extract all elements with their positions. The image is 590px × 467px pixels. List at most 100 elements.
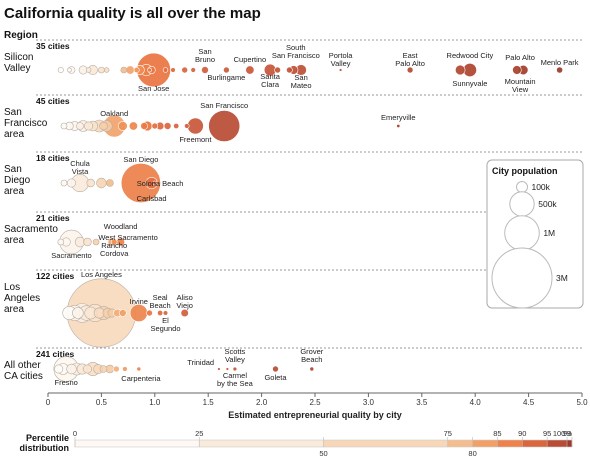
city-label: Trinidad bbox=[187, 358, 214, 367]
region-name: Silicon bbox=[4, 52, 33, 63]
city-bubble bbox=[556, 66, 563, 74]
city-label: South bbox=[286, 43, 306, 52]
city-bubble bbox=[272, 365, 279, 373]
city-label: San Francisco bbox=[200, 101, 248, 110]
city-bubble bbox=[106, 179, 114, 187]
city-label: Carlsbad bbox=[137, 194, 167, 203]
city-label: Valley bbox=[225, 355, 245, 364]
city-bubble bbox=[125, 65, 135, 75]
city-bubble bbox=[54, 364, 64, 374]
city-label: Mateo bbox=[291, 81, 312, 90]
city-label: East bbox=[403, 51, 419, 60]
color-legend-label: 50 bbox=[319, 449, 327, 458]
size-legend-circle bbox=[504, 215, 540, 251]
color-legend-segment bbox=[323, 440, 448, 447]
city-bubble bbox=[76, 122, 84, 130]
city-bubble bbox=[99, 121, 108, 131]
city-label: Cordova bbox=[100, 249, 129, 258]
color-legend-label: 75 bbox=[444, 429, 452, 438]
city-label: Portola bbox=[329, 51, 354, 60]
city-bubble bbox=[181, 66, 188, 74]
city-bubble bbox=[184, 123, 190, 129]
city-bubble bbox=[145, 177, 158, 190]
color-legend-label: 85 bbox=[493, 429, 501, 438]
x-axis: 0 0.5 1.0 1.5 2.0 2.5 3.0 3.5 4.0 4.5 5.0 Estimated… bbox=[46, 392, 588, 420]
city-bubble bbox=[406, 66, 414, 74]
city-label: El bbox=[162, 316, 169, 325]
color-legend-segment bbox=[199, 440, 324, 447]
region-name: area bbox=[4, 235, 24, 246]
city-label: Burlingame bbox=[207, 73, 245, 82]
city-label: Scotts bbox=[224, 347, 245, 356]
color-legend-label: 90 bbox=[518, 429, 526, 438]
city-bubble bbox=[146, 309, 153, 317]
city-label: Freemont bbox=[179, 135, 212, 144]
city-label: Segundo bbox=[150, 324, 180, 333]
region-count: 241 cities bbox=[36, 349, 75, 359]
city-label: by the Sea bbox=[217, 379, 254, 388]
city-bubble bbox=[232, 366, 238, 372]
color-legend-title: distribution bbox=[20, 443, 70, 453]
x-tick-label: 5.0 bbox=[576, 398, 588, 407]
city-label: Fresno bbox=[55, 378, 78, 387]
city-bubble bbox=[173, 123, 180, 130]
city-label: Viejo bbox=[176, 301, 193, 310]
city-label: Palo Alto bbox=[395, 59, 425, 68]
city-bubble bbox=[85, 67, 92, 73]
city-label: Los Angeles bbox=[81, 270, 122, 279]
size-legend: City population 100k 500k 1M 3M bbox=[486, 159, 584, 309]
city-label: Beach bbox=[301, 355, 322, 364]
city-bubble bbox=[512, 65, 522, 75]
color-legend-label: 99 bbox=[563, 429, 571, 438]
city-bubble bbox=[133, 67, 140, 74]
city-label: Woodland bbox=[104, 222, 138, 231]
x-tick-label: 4.5 bbox=[523, 398, 535, 407]
region-name: Los bbox=[4, 282, 20, 293]
x-tick-label: 1.0 bbox=[149, 398, 161, 407]
city-label: Cupertino bbox=[234, 55, 267, 64]
city-label: Sunnyvale bbox=[452, 79, 487, 88]
city-bubble bbox=[60, 179, 68, 187]
city-bubble bbox=[119, 309, 127, 317]
color-legend-label: 100% bbox=[553, 429, 573, 438]
x-tick-label: 3.0 bbox=[363, 398, 375, 407]
city-bubble bbox=[113, 365, 120, 373]
region-name: CA cities bbox=[4, 371, 43, 382]
x-tick-label: 2.5 bbox=[309, 398, 321, 407]
city-bubble bbox=[72, 307, 84, 319]
city-bubble bbox=[396, 124, 401, 129]
x-axis-label: Estimated entrepreneurial quality by cit… bbox=[228, 410, 402, 420]
size-legend-label: 3M bbox=[556, 273, 568, 283]
city-bubble bbox=[201, 66, 209, 74]
region-name: All other bbox=[4, 360, 41, 371]
city-bubble bbox=[120, 163, 161, 204]
color-legend-segment bbox=[567, 440, 572, 447]
city-label: San bbox=[294, 73, 307, 82]
city-bubble bbox=[117, 121, 128, 131]
city-bubble bbox=[170, 67, 176, 73]
city-label: Oakland bbox=[100, 109, 128, 118]
region-count: 45 cities bbox=[36, 96, 70, 106]
chart-title: California quality is all over the map bbox=[4, 5, 261, 22]
city-bubble bbox=[92, 238, 100, 246]
city-bubble bbox=[225, 367, 230, 371]
city-bubble bbox=[274, 66, 281, 74]
region-count: 35 cities bbox=[36, 41, 70, 51]
city-label: Sacramento bbox=[51, 251, 91, 260]
city-bubble bbox=[67, 67, 72, 73]
city-bubble bbox=[309, 366, 315, 372]
region-name: area bbox=[4, 186, 24, 197]
city-label: Menlo Park bbox=[541, 58, 579, 67]
region-name: San bbox=[4, 164, 22, 175]
city-label: West Sacramento bbox=[98, 233, 157, 242]
color-legend-segment bbox=[522, 440, 548, 447]
city-bubble bbox=[163, 122, 172, 130]
region-name: Valley bbox=[4, 63, 31, 74]
city-label: Santa bbox=[260, 72, 280, 81]
